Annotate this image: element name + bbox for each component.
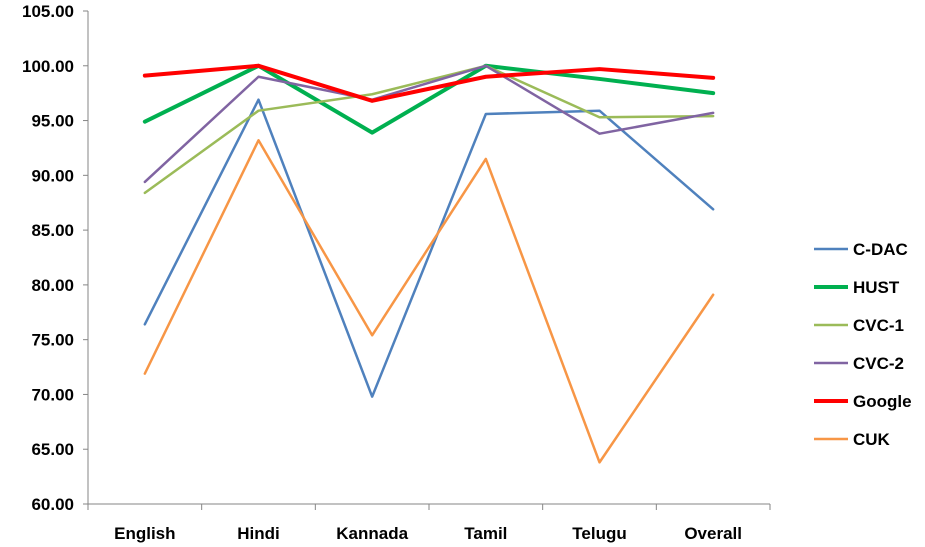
series-line-cvc-1	[143, 64, 715, 195]
legend-label-cuk: CUK	[853, 430, 891, 449]
legend-label-hust: HUST	[853, 278, 900, 297]
series-line-cvc-2	[143, 64, 715, 184]
x-tick-label: Hindi	[237, 524, 280, 543]
x-tick-label: Kannada	[336, 524, 408, 543]
y-tick-label: 85.00	[31, 221, 74, 240]
series-line-c-dac	[143, 98, 715, 398]
legend-label-c-dac: C-DAC	[853, 240, 908, 259]
y-tick-label: 80.00	[31, 276, 74, 295]
y-tick-label: 65.00	[31, 440, 74, 459]
series-line-hust	[142, 63, 716, 135]
y-axis-ticks: 60.00 65.00 70.00 75.00 80.00 85.00 90.00 95.00…	[22, 2, 74, 514]
y-tick-label: 60.00	[31, 495, 74, 514]
axes	[83, 10, 771, 510]
y-tick-label: 75.00	[31, 331, 74, 350]
x-tick-label: English	[114, 524, 175, 543]
y-tick-label: 70.00	[31, 385, 74, 404]
x-tick-label: Tamil	[464, 524, 507, 543]
legend-label-cvc-1: CVC-1	[853, 316, 904, 335]
x-tick-label: Telugu	[572, 524, 626, 543]
y-tick-label: 105.00	[22, 2, 74, 21]
y-tick-label: 95.00	[31, 112, 74, 131]
series-line-cuk	[143, 139, 715, 464]
series-line-google	[142, 63, 716, 103]
legend-label-google: Google	[853, 392, 912, 411]
legend: C-DAC HUST CVC-1 CVC-2 Google CUK	[814, 240, 912, 449]
y-tick-label: 90.00	[31, 166, 74, 185]
y-tick-label: 100.00	[22, 57, 74, 76]
series-lines	[142, 63, 716, 464]
legend-label-cvc-2: CVC-2	[853, 354, 904, 373]
x-tick-label: Overall	[684, 524, 742, 543]
x-axis-ticks: English Hindi Kannada Tamil Telugu Overall	[114, 524, 742, 543]
